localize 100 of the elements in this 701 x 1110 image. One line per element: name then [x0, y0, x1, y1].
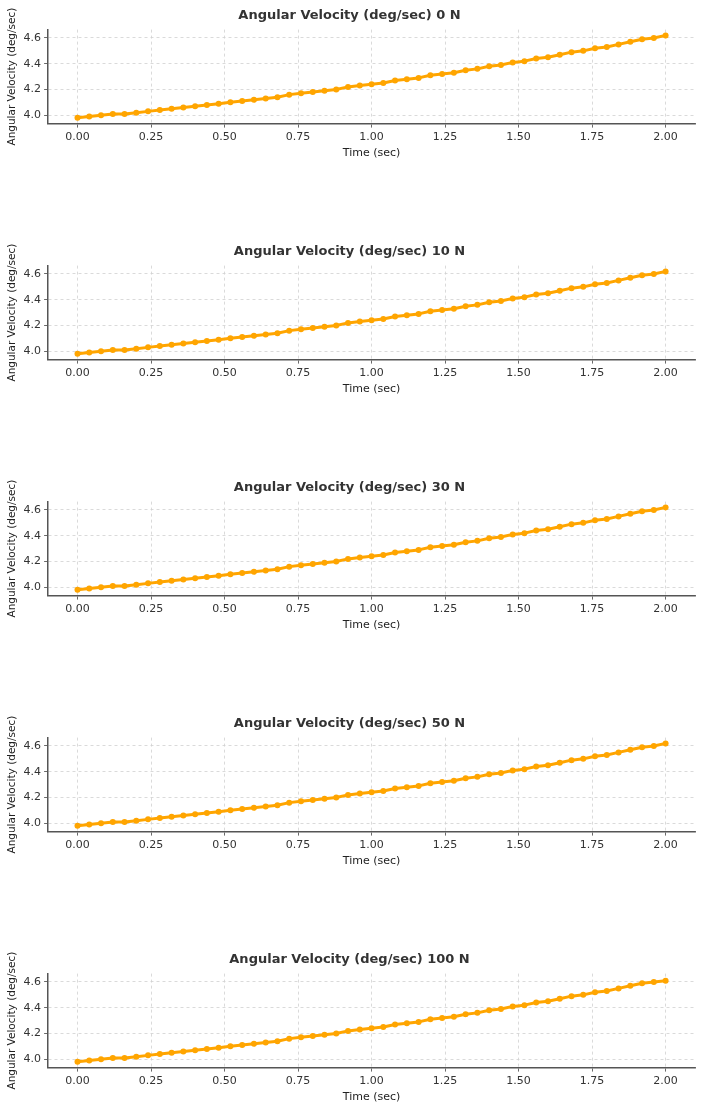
point [615, 41, 622, 48]
point [133, 817, 140, 824]
point [439, 543, 446, 550]
point [497, 62, 504, 69]
point [521, 766, 528, 773]
point [544, 54, 551, 61]
y-tick-label: 4.6 [23, 974, 42, 988]
point [309, 325, 316, 332]
point [333, 1030, 340, 1037]
point [180, 104, 187, 111]
point [509, 59, 516, 66]
point [615, 985, 622, 992]
point [603, 751, 610, 758]
point [333, 322, 340, 329]
point [168, 105, 175, 112]
x-tick-label: 0.75 [285, 1074, 311, 1088]
point [345, 83, 352, 90]
point [627, 510, 634, 517]
point [145, 1052, 152, 1059]
point [556, 287, 563, 294]
y-tick-label: 4.0 [23, 1052, 42, 1066]
x-tick-label: 2.00 [653, 1074, 678, 1088]
point [145, 108, 152, 115]
point [262, 567, 269, 574]
point [556, 995, 563, 1002]
point [203, 101, 210, 108]
y-tick-label: 4.4 [23, 292, 42, 306]
point [592, 281, 599, 288]
point [86, 585, 93, 592]
point [462, 303, 469, 310]
point [250, 332, 257, 339]
point [192, 103, 199, 110]
point [239, 334, 246, 341]
point [239, 1042, 246, 1049]
point [544, 998, 551, 1005]
point [592, 989, 599, 996]
point [98, 820, 105, 827]
point [627, 746, 634, 753]
point [509, 1003, 516, 1010]
point [109, 110, 116, 117]
point [486, 771, 493, 778]
point [427, 544, 434, 551]
x-tick-label: 1.25 [432, 130, 458, 144]
y-tick-label: 4.0 [23, 344, 42, 358]
point [474, 301, 481, 308]
point [368, 317, 375, 324]
point [415, 74, 422, 81]
x-tick-label: 0.25 [138, 366, 164, 380]
point [556, 759, 563, 766]
point [639, 508, 646, 515]
x-tick-label: 0.00 [65, 366, 90, 380]
x-tick-label: 2.00 [653, 838, 678, 852]
point [98, 112, 105, 119]
point [509, 767, 516, 774]
point [156, 815, 163, 822]
point [309, 797, 316, 804]
point [556, 51, 563, 58]
point [392, 77, 399, 84]
point [227, 807, 234, 814]
x-tick-label: 0.25 [138, 130, 164, 144]
point [509, 531, 516, 538]
point [262, 331, 269, 338]
point [156, 579, 163, 586]
point [392, 1021, 399, 1028]
point [462, 67, 469, 74]
point [250, 1040, 257, 1047]
x-tick-label: 0.50 [212, 1074, 237, 1088]
point [450, 1013, 457, 1020]
x-tick-label: 1.50 [506, 1074, 531, 1088]
chart-title: Angular Velocity (deg/sec) 50 N [233, 715, 466, 731]
point [427, 1016, 434, 1023]
y-axis-title: Angular Velocity (deg/sec) [5, 715, 18, 854]
point [580, 47, 587, 54]
point [403, 312, 410, 319]
point [592, 517, 599, 524]
point [392, 549, 399, 556]
point [533, 999, 540, 1006]
point [533, 763, 540, 770]
point [274, 802, 281, 809]
point [86, 113, 93, 120]
x-axis-title: Time (sec) [341, 1090, 401, 1104]
point [274, 94, 281, 101]
y-tick-label: 4.6 [23, 738, 42, 752]
point [474, 537, 481, 544]
point [109, 582, 116, 589]
point [462, 539, 469, 546]
point [74, 1058, 81, 1065]
point [239, 806, 246, 813]
point [180, 1048, 187, 1055]
y-tick-label: 4.4 [23, 528, 42, 542]
point [533, 291, 540, 298]
point [262, 803, 269, 810]
x-tick-label: 1.50 [506, 130, 531, 144]
y-tick-label: 4.4 [23, 764, 42, 778]
y-axis-title: Angular Velocity (deg/sec) [5, 7, 18, 146]
x-tick-label: 0.75 [285, 838, 311, 852]
point [86, 821, 93, 828]
point [486, 63, 493, 70]
point [603, 279, 610, 286]
x-tick-label: 1.75 [579, 366, 605, 380]
